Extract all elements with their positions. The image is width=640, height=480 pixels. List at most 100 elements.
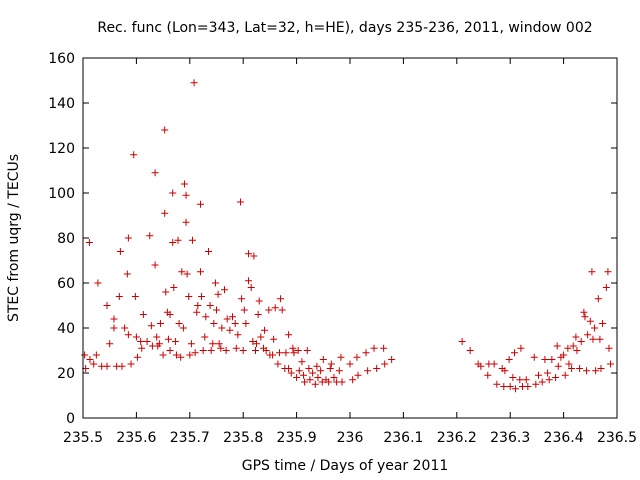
- data-point: [202, 313, 210, 321]
- data-point: [500, 383, 508, 390]
- data-point: [337, 353, 345, 361]
- data-point: [285, 331, 293, 339]
- data-point: [490, 360, 498, 368]
- data-point: [124, 331, 132, 339]
- data-point: [301, 378, 309, 386]
- data-point: [501, 367, 509, 375]
- data-point: [253, 340, 261, 348]
- data-point: [218, 324, 226, 332]
- data-point: [298, 358, 306, 366]
- data-point: [262, 347, 270, 354]
- data-point: [182, 218, 190, 226]
- data-point: [326, 365, 334, 372]
- data-point: [177, 353, 185, 361]
- data-point: [183, 270, 191, 278]
- y-axis-label: STEC from uqrg / TECUs: [6, 154, 22, 322]
- data-point: [270, 335, 278, 343]
- data-point: [505, 356, 513, 363]
- data-point: [188, 236, 196, 244]
- chart-title: Rec. func (Lon=343, Lat=32, h=HE), days …: [97, 20, 592, 36]
- data-point: [516, 376, 524, 384]
- data-point: [282, 349, 290, 357]
- data-point: [178, 268, 186, 276]
- data-point: [214, 290, 222, 298]
- data-point: [223, 315, 231, 323]
- data-point: [130, 151, 138, 159]
- data-point: [229, 313, 237, 321]
- data-point: [338, 378, 346, 386]
- data-point: [257, 333, 265, 341]
- data-point: [364, 367, 372, 375]
- data-point: [509, 374, 517, 381]
- data-point: [548, 356, 556, 363]
- data-point: [138, 344, 146, 352]
- data-point: [161, 209, 169, 217]
- data-point: [116, 248, 124, 255]
- data-point: [317, 367, 325, 375]
- data-point: [303, 347, 311, 354]
- data-point: [349, 376, 357, 384]
- x-tick-label: 235.8: [223, 430, 263, 446]
- data-point: [541, 356, 549, 363]
- data-point: [313, 362, 321, 370]
- data-point: [90, 360, 98, 368]
- data-point: [123, 270, 131, 278]
- data-point: [373, 365, 381, 372]
- data-point: [162, 288, 170, 296]
- data-point: [247, 284, 255, 291]
- data-point: [217, 344, 225, 352]
- data-point: [573, 347, 581, 354]
- data-point: [85, 239, 93, 246]
- data-point: [493, 380, 501, 388]
- data-point: [381, 360, 389, 368]
- data-point: [175, 320, 183, 327]
- data-point: [164, 335, 172, 343]
- data-point: [592, 367, 600, 375]
- data-point: [121, 324, 129, 332]
- y-tick-label: 140: [48, 96, 75, 112]
- data-point: [605, 344, 613, 352]
- data-point: [170, 284, 178, 291]
- data-point: [354, 371, 362, 379]
- data-point: [196, 200, 204, 208]
- data-point: [199, 347, 207, 354]
- data-point: [180, 180, 188, 188]
- data-point: [572, 333, 580, 341]
- data-point: [327, 360, 335, 368]
- data-point: [294, 347, 302, 354]
- data-point: [604, 268, 612, 276]
- data-point: [522, 376, 530, 384]
- data-point: [143, 338, 151, 345]
- data-point: [370, 344, 378, 352]
- data-point: [231, 320, 239, 327]
- data-point: [201, 333, 209, 341]
- data-point: [561, 371, 569, 379]
- data-point: [110, 315, 118, 323]
- x-axis-label: GPS time / Days of year 2011: [242, 458, 449, 474]
- data-point: [271, 304, 279, 312]
- data-point: [477, 362, 485, 370]
- data-point: [602, 284, 610, 291]
- data-point: [586, 317, 594, 325]
- data-point: [607, 360, 615, 368]
- data-point: [232, 344, 240, 352]
- data-point: [166, 311, 174, 318]
- x-tick-label: 235.5: [63, 430, 103, 446]
- data-point: [295, 367, 303, 375]
- data-point: [92, 351, 100, 359]
- data-point: [245, 277, 253, 285]
- data-point: [362, 349, 370, 357]
- data-point: [94, 279, 102, 287]
- data-point: [560, 351, 568, 359]
- data-point: [239, 347, 247, 354]
- data-point: [249, 338, 257, 345]
- data-point: [221, 286, 229, 294]
- data-point: [538, 378, 546, 386]
- data-point: [380, 344, 388, 352]
- data-point: [289, 344, 297, 352]
- data-point: [209, 340, 217, 348]
- data-point: [554, 362, 562, 370]
- data-point: [186, 351, 194, 359]
- data-point: [584, 331, 592, 339]
- data-point: [285, 365, 293, 372]
